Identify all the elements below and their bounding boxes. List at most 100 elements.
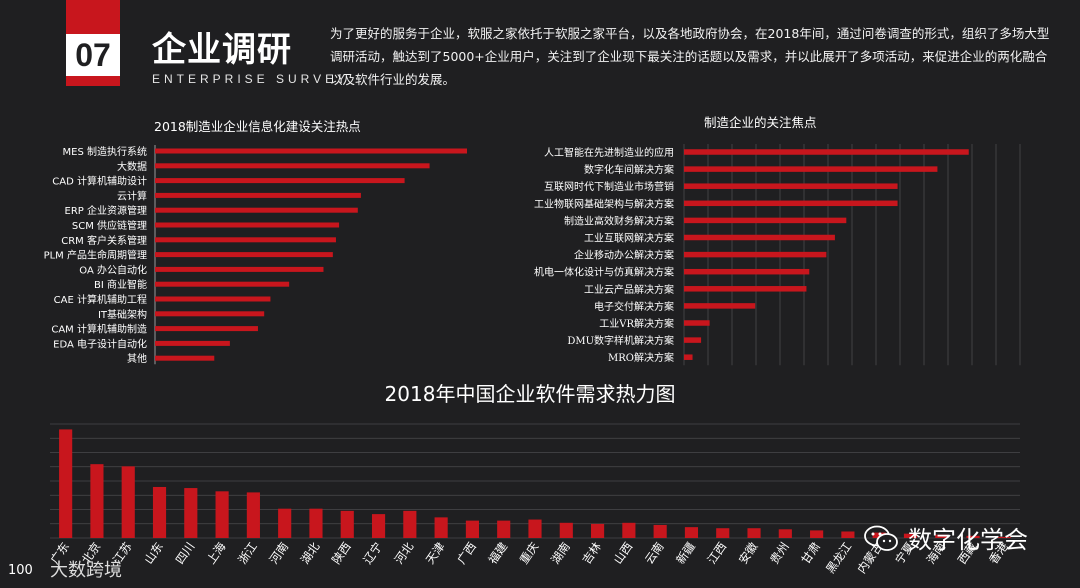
chart3-bar [340,510,354,538]
page-title: 企业调研 [152,30,292,70]
chart3-category-label: 吉林 [579,539,604,566]
chart3-bar [434,517,448,538]
chart3-category-label: 重庆 [517,539,542,566]
chart1-bar [155,148,467,154]
chart3-category-label: 黑龙江 [823,539,855,576]
chart3-bar [309,508,323,538]
chart2-bar [684,354,693,360]
chart2-bar [684,183,898,189]
chart2-category-label: 工业互联网解决方案 [584,232,674,245]
logo-text: 大数跨境 [50,560,122,581]
chart2-bar [684,268,810,275]
chart3-bar [747,528,761,538]
section-number: 07 [66,34,120,76]
chart3-bar [653,524,667,538]
chart2-category-label: 电子交付解决方案 [594,300,674,313]
chart2-category-label: 工业云产品解决方案 [584,283,674,296]
chart3-category-label: 山西 [611,540,636,567]
chart1-category-label: CRM 客户关系管理 [61,234,147,247]
chart1-bar [155,340,230,346]
chart1-category-label: MES 制造执行系统 [63,145,147,158]
watermark-text: 数字化学会 [908,526,1028,554]
chart2-category-label: 机电一体化设计与仿真解决方案 [534,266,674,279]
chart2-title: 制造企业的关注焦点 [704,115,817,130]
chart1-bar [155,237,336,243]
chart3-bar [559,522,573,538]
chart3-bar [90,464,104,538]
chart3-category-label: 山东 [141,540,166,567]
chart1-category-label: BI 商业智能 [94,278,147,291]
chart3-category-label: 新疆 [673,539,698,566]
chart1-category-label: SCM 供应链管理 [72,219,147,232]
chart3-category-label: 河北 [392,539,417,566]
section-badge: 07 [66,0,120,86]
chart1-category-label: 其他 [127,352,147,365]
chart1-category-label: 大数据 [117,160,147,173]
chart2-category-label: MRO解决方案 [608,351,674,364]
chart2-bar [684,200,898,207]
chart3-category-label: 江西 [705,540,730,567]
chart1-category-label: PLM 产品生命周期管理 [44,249,147,262]
page-subtitle: ENTERPRISE SURVEY [152,72,350,86]
chart1-category-label: 云计算 [117,189,147,202]
chart3-bar [997,536,1011,538]
chart3-bar [278,508,292,538]
chart3-bar [121,466,135,538]
chart2-bar [684,166,938,172]
chart3-bar [841,531,855,538]
chart3-bar [497,520,511,538]
chart3-category-label: 贵州 [767,540,792,567]
chart1-category-label: OA 办公自动化 [79,263,147,276]
chart1-bar [155,326,258,332]
chart1-bar [155,311,265,317]
chart3-category-label: 陕西 [329,540,354,567]
chart2-bar [684,303,756,309]
chart3-category-label: 河南 [266,540,291,567]
chart3-title: 2018年中国企业软件需求热力图 [384,382,676,406]
chart2-category-label: 制造业高效财务解决方案 [564,214,674,227]
chart1-title: 2018制造业企业信息化建设关注热点 [154,119,361,134]
chart3-bar [591,523,605,538]
chart1-bar [155,355,215,361]
chart3-bar [622,522,636,538]
chart3-bar [903,533,918,538]
chart1-category-label: CAD 计算机辅助设计 [52,175,147,188]
chart1-category-label: CAM 计算机辅助制造 [51,323,147,336]
chart3-bar [778,529,792,538]
chart2-category-label: 数字化车间解决方案 [584,163,674,176]
chart2-bar [684,320,710,326]
svg-text:100: 100 [8,563,33,577]
chart1-bar [155,281,290,287]
chart1-category-label: CAE 计算机辅助工程 [54,293,147,306]
logo-icon: 100 [8,563,33,577]
chart3-category-label: 上海 [204,539,229,566]
chart3-bar [966,535,980,538]
chart1-bar [155,252,333,258]
chart3-category-label: 云南 [642,540,667,567]
chart3-category-label: 辽宁 [360,540,385,567]
chart3-category-label: 湖北 [298,539,323,566]
chart3-bar [465,520,479,538]
chart3-bar [935,534,949,538]
logo: 100 大数跨境 [8,556,122,582]
chart2-bar [684,217,847,224]
chart2-category-label: 工业物联网基础架构与解决方案 [534,197,674,210]
chart3-bar [716,528,730,538]
chart3-bar [371,514,386,538]
chart1-category-label: EDA 电子设计自动化 [53,337,147,350]
chart3-bar [246,492,260,538]
chart2-bar [684,234,835,241]
chart2-bar [684,286,807,292]
chart3-category-label: 广西 [454,540,479,567]
chart3-bar [215,491,229,538]
chart2-category-label: 互联网时代下制造业市场营销 [544,180,674,193]
chart1-bar [155,163,430,169]
chart2-bar [684,251,827,258]
chart3-category-label: 福建 [486,539,511,566]
chart3-bar [184,488,198,538]
chart3-bar [59,429,73,538]
chart2-category-label: 人工智能在先进制造业的应用 [544,146,674,159]
chart3-category-label: 安徽 [736,539,761,566]
chart1-bar [155,222,340,228]
